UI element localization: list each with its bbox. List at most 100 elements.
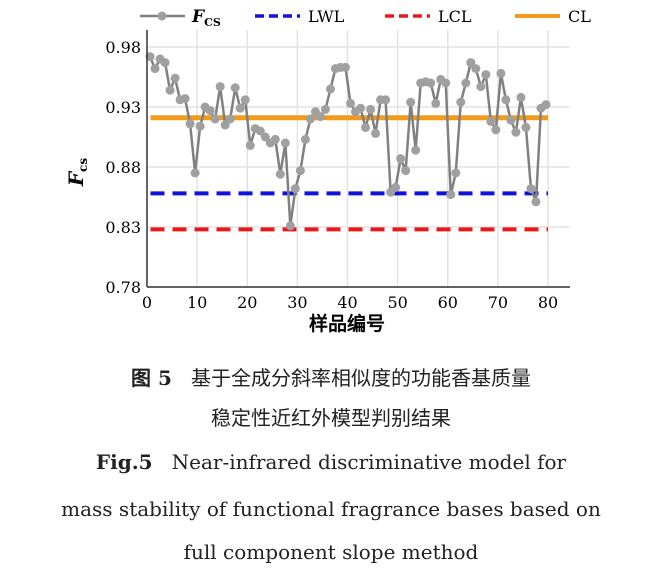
- caption-en-text-1: Near-infrared discriminative model for: [171, 450, 567, 474]
- fcs-series: [145, 52, 551, 231]
- y-tick-label: 0.83: [105, 218, 141, 237]
- fcs-point: [275, 169, 285, 179]
- legend-fcs-marker: [157, 11, 167, 21]
- fcs-point: [170, 73, 180, 83]
- axes: 0 10 20 30 40 50 60 70 80 0.78 0.83 0.88 0.93 0.98: [105, 30, 570, 312]
- legend: FCS LWL LCL CL: [140, 7, 591, 29]
- fcs-point: [406, 97, 416, 107]
- fcs-point: [305, 114, 315, 124]
- x-tick-label: 30: [287, 293, 307, 312]
- fcs-point: [190, 168, 200, 178]
- caption-cn-text-1: 基于全成分斜率相似度的功能香基质量: [190, 366, 531, 390]
- fcs-point: [340, 62, 350, 72]
- fcs-point: [235, 103, 245, 113]
- fcs-point: [285, 221, 295, 231]
- fcs-point: [320, 104, 330, 114]
- fcs-point: [195, 121, 205, 131]
- fcs-point: [496, 68, 506, 78]
- fcs-point: [325, 84, 335, 94]
- fcs-point: [446, 190, 456, 200]
- fcs-point: [180, 94, 190, 104]
- fcs-point: [516, 92, 526, 102]
- fcs-point: [426, 78, 436, 88]
- fcs-point: [491, 125, 501, 135]
- fcs-point: [230, 83, 240, 93]
- fcs-point: [225, 114, 235, 124]
- fcs-point: [381, 95, 391, 105]
- x-tick-label: 50: [387, 293, 407, 312]
- fcs-point: [300, 134, 310, 144]
- x-tick-label: 20: [237, 293, 257, 312]
- fcs-point: [486, 116, 496, 126]
- fcs-point: [270, 134, 280, 144]
- x-tick-label: 0: [142, 293, 152, 312]
- fcs-point: [401, 166, 411, 176]
- fcs-point: [511, 127, 521, 137]
- fcs-point: [356, 103, 366, 113]
- fcs-point: [461, 78, 471, 88]
- fcs-point: [366, 104, 376, 114]
- fcs-point: [280, 138, 290, 148]
- fcs-point: [411, 145, 421, 155]
- legend-fcs-label: FCS: [191, 7, 221, 29]
- fcs-point: [220, 120, 230, 130]
- fcs-point: [290, 184, 300, 194]
- y-tick-label: 0.98: [105, 38, 141, 57]
- x-tick-label: 70: [488, 293, 508, 312]
- caption-cn-2: 稳定性近红外模型判别结果: [211, 406, 451, 430]
- y-tick-label: 0.78: [105, 278, 141, 297]
- legend-lwl-label: LWL: [308, 7, 345, 26]
- fcs-point: [501, 95, 511, 105]
- legend-lcl-label: LCL: [438, 7, 472, 26]
- y-tick-label: 0.93: [105, 98, 141, 117]
- fcs-point: [240, 95, 250, 105]
- fcs-point: [210, 114, 220, 124]
- fcs-point: [245, 140, 255, 150]
- fcs-point: [391, 182, 401, 192]
- fcs-point: [476, 82, 486, 92]
- fcs-point: [531, 197, 541, 207]
- fcs-point: [215, 82, 225, 92]
- reference-lines: [150, 115, 548, 232]
- y-tick-label: 0.88: [105, 158, 141, 177]
- fcs-point: [471, 64, 481, 74]
- fcs-point: [466, 58, 476, 68]
- chart: 0 10 20 30 40 50 60 70 80 0.78 0.83 0.88 0.93 0.98 FC…: [64, 7, 591, 335]
- fcs-point: [145, 52, 155, 62]
- fcs-point: [160, 58, 170, 68]
- caption-en-2: mass stability of functional fragrance b…: [61, 497, 601, 521]
- fcs-point: [431, 98, 441, 108]
- caption-cn-label: 图 5: [131, 366, 172, 390]
- fcs-point: [451, 168, 461, 178]
- fcs-point: [205, 106, 215, 116]
- fcs-point: [150, 64, 160, 74]
- fcs-point: [396, 154, 406, 164]
- caption-en-label: Fig.5: [95, 450, 153, 474]
- legend-cl-label: CL: [568, 7, 591, 26]
- fcs-point: [506, 115, 516, 125]
- fcs-point: [165, 85, 175, 95]
- fcs-point: [541, 100, 551, 110]
- caption-en-1: Fig.5 Near-infrared discriminative model…: [0, 450, 662, 474]
- fcs-point: [371, 128, 381, 138]
- fcs-point: [255, 126, 265, 136]
- fcs-point: [441, 78, 451, 88]
- fcs-point: [295, 166, 305, 176]
- fcs-point: [526, 184, 536, 194]
- fcs-point: [185, 119, 195, 129]
- caption-en-3: full component slope method: [183, 540, 479, 564]
- y-axis-label: Fcs: [64, 158, 90, 188]
- fcs-point: [456, 97, 466, 107]
- x-tick-label: 10: [187, 293, 207, 312]
- x-axis-label: 样品编号: [309, 312, 385, 335]
- x-tick-label: 40: [337, 293, 357, 312]
- x-tick-label: 60: [438, 293, 458, 312]
- caption-cn-1: 图 5 基于全成分斜率相似度的功能香基质量: [0, 362, 662, 391]
- fcs-point: [361, 122, 371, 132]
- x-tick-label: 80: [538, 293, 558, 312]
- fcs-point: [260, 132, 270, 142]
- fcs-point: [481, 70, 491, 80]
- grid: [147, 30, 570, 288]
- fcs-point: [521, 122, 531, 132]
